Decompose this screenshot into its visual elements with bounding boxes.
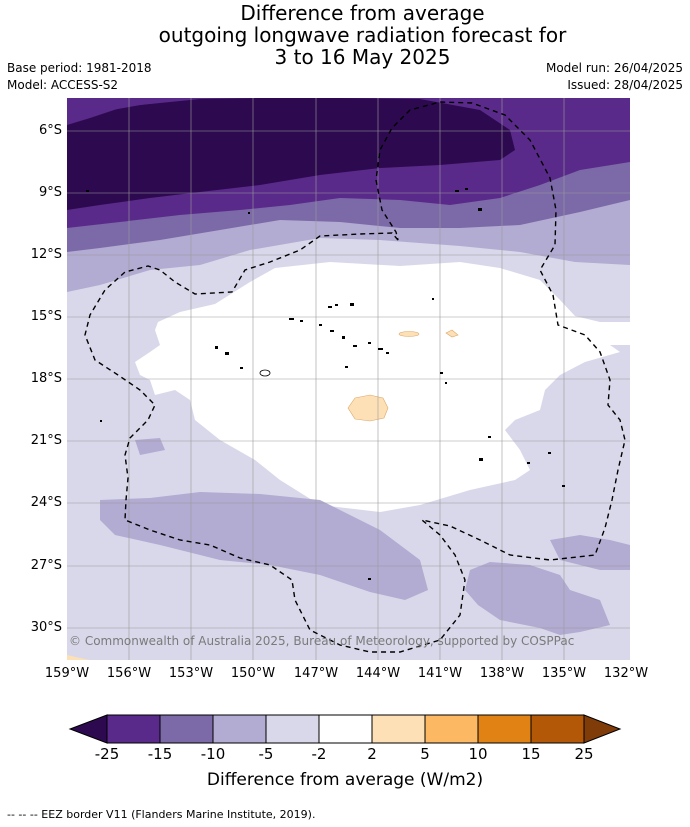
lat-label: 21°S [30,433,62,448]
colorbar [68,714,622,744]
colorbar-segment [477,714,532,744]
colorbar-tick: -2 [311,745,327,763]
title-line-1: Difference from average [240,1,485,25]
olr-anomaly-field [67,98,630,660]
colorbar-segment [530,714,585,744]
colorbar-segment [212,714,267,744]
colorbar-segment [106,714,161,744]
copyright-text: © Commonwealth of Australia 2025, Bureau… [69,634,575,648]
lon-label: 141°W [417,666,463,681]
islands [86,188,565,580]
lon-label: 159°W [44,666,90,681]
colorbar-tick: 25 [574,745,594,763]
colorbar-tick: 10 [468,745,488,763]
colorbar-segment [318,714,373,744]
lat-label: 12°S [30,247,62,262]
map-title: Difference from average outgoing longwav… [0,2,690,68]
lat-label: 27°S [30,558,62,573]
colorbar-tick: 5 [420,745,430,763]
lat-label: 15°S [30,309,62,324]
lon-label: 153°W [168,666,214,681]
eez-legend-note: -- -- -- EEZ border V11 (Flanders Marine… [7,808,316,821]
lon-label: 156°W [106,666,152,681]
colorbar-segment [371,714,426,744]
issued-text: Issued: 28/04/2025 [567,78,683,92]
colorbar-tick: -5 [258,745,274,763]
lat-label: 6°S [38,123,62,138]
colorbar-label: Difference from average (W/m2) [206,770,484,790]
colorbar-segment [159,714,214,744]
colorbar-tick: -10 [200,745,226,763]
band-minus10-minus5-south [100,492,428,600]
lat-label: 9°S [38,185,62,200]
lat-label: 18°S [30,371,62,386]
meta-right: Model run: 26/04/2025 Issued: 28/04/2025 [546,60,683,94]
colorbar-tick: 2 [367,745,377,763]
lon-label: 144°W [355,666,401,681]
base-period-text: Base period: 1981-2018 [7,61,152,75]
colorbar-tick: -15 [147,745,173,763]
colorbar-segment [265,714,320,744]
lon-label: 132°W [603,666,649,681]
map-canvas [67,98,630,660]
colorbar-extend-low [68,714,108,744]
lat-label: 30°S [30,620,62,635]
band-minus10-minus5-southeast [465,562,610,635]
colorbar-segment [424,714,479,744]
lon-label: 135°W [541,666,587,681]
model-run-text: Model run: 26/04/2025 [545,61,683,75]
title-line-2: outgoing longwave radiation forecast for [158,23,567,47]
lon-label: 138°W [479,666,525,681]
colorbar-extend-high [583,714,622,744]
model-text: Model: ACCESS-S2 [7,78,119,92]
lon-label: 150°W [230,666,276,681]
eez-border [84,101,626,653]
colorbar-tick: 15 [521,745,541,763]
meta-left: Base period: 1981-2018 Model: ACCESS-S2 [7,60,152,94]
band-below-minus25 [67,98,515,210]
lon-label: 147°W [293,666,339,681]
colorbar-tick: -25 [94,745,120,763]
band-near-normal [135,262,630,512]
title-line-3: 3 to 16 May 2025 [274,45,451,69]
colorbar-segments [68,714,622,744]
lat-label: 24°S [30,495,62,510]
